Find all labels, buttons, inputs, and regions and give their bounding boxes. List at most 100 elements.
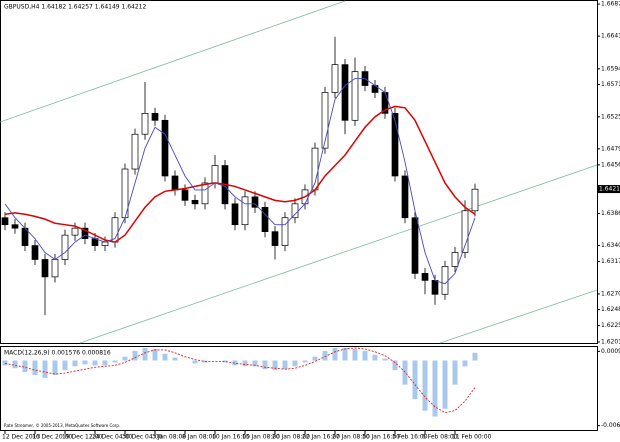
x-tick-label: 10 Jan 16:00	[212, 434, 250, 441]
candle-body	[61, 234, 69, 260]
candle-body	[11, 224, 19, 229]
candle-body	[81, 227, 89, 239]
candle-body	[41, 259, 49, 278]
candle-body	[1, 217, 9, 226]
macd-bar	[92, 360, 98, 366]
main-frame	[0, 0, 598, 344]
x-tick-label: 22 Jan 16:00	[302, 434, 340, 441]
candle-body	[431, 280, 439, 295]
macd-bar	[412, 360, 418, 400]
macd-bar	[242, 360, 248, 367]
channel-line	[0, 0, 346, 123]
macd-bar	[62, 360, 68, 371]
macd-title: MACD(12,26,9) 0.001576 0.000816	[4, 350, 111, 357]
candle-body	[321, 92, 329, 149]
y-tick-label: -0.006751	[601, 422, 620, 429]
macd-bar	[142, 347, 148, 361]
x-tick-label: 6 Feb 08:00	[422, 434, 458, 441]
macd-bar	[252, 360, 258, 367]
y-tick-label: 1.62480	[601, 306, 620, 313]
y-tick-label: 1.65250	[601, 113, 620, 120]
candle-body	[461, 210, 469, 253]
y-tick-label: 1.64790	[601, 145, 620, 152]
y-tick-label: 0.000949	[601, 348, 620, 355]
macd-bar	[372, 354, 378, 361]
macd-bar	[132, 350, 138, 361]
macd-bar	[282, 360, 288, 370]
candle-body	[261, 206, 269, 233]
macd-bar	[12, 360, 18, 369]
channel-line	[439, 289, 598, 344]
x-tick-label: 20 Jan 08:00	[272, 434, 310, 441]
candle-body	[351, 71, 359, 121]
macd-bar	[342, 347, 348, 361]
x-tick-label: 30 Jan 16:00	[362, 434, 400, 441]
y-tick-label: 1.65940	[601, 65, 620, 72]
candle-body	[251, 196, 259, 208]
candle-body	[391, 112, 399, 177]
candle-body	[181, 189, 189, 201]
x-tick-label: 12 Dec 2013	[2, 434, 41, 441]
candle-body	[411, 217, 419, 274]
macd-bar	[112, 360, 118, 363]
macd-bar	[322, 350, 328, 361]
candle-body	[281, 217, 289, 246]
macd-bar	[272, 360, 278, 371]
moving-average	[4, 78, 476, 285]
x-tick-label: 27 Jan 08:00	[332, 434, 370, 441]
macd-bar	[422, 360, 428, 411]
chart-title: GBPUSD,H4 1.64182 1.64257 1.64149 1.6421…	[4, 4, 146, 11]
macd-bar	[222, 360, 228, 363]
macd-bar	[192, 360, 198, 364]
candle-body	[291, 203, 299, 219]
macd-bar	[82, 360, 88, 365]
moving-average	[4, 105, 476, 243]
macd-bar	[452, 360, 458, 385]
candle-body	[71, 227, 79, 236]
y-tick-label: 1.65715	[601, 81, 620, 88]
last-price-box	[597, 185, 620, 194]
candle-body	[51, 259, 59, 278]
y-tick-label: 1.66410	[601, 33, 620, 40]
macd-bar	[332, 347, 338, 361]
macd-bar	[42, 360, 48, 378]
candle-body	[101, 241, 109, 246]
candle-body	[191, 199, 199, 205]
channel-line	[79, 164, 598, 344]
macd-frame	[0, 346, 598, 431]
candle-body	[341, 64, 349, 121]
macd-bar	[262, 360, 268, 370]
macd-bar	[352, 348, 358, 361]
candle-body	[201, 182, 209, 205]
macd-bar	[232, 360, 238, 366]
macd-bar	[382, 358, 388, 361]
candle-body	[171, 175, 179, 191]
macd-bar	[392, 360, 398, 371]
x-tick-label: 11 Feb 00:00	[452, 434, 492, 441]
candle-body	[241, 196, 249, 226]
y-tick-label: 1.63170	[601, 258, 620, 265]
macd-bar	[52, 360, 58, 375]
y-tick-label: 1.63400	[601, 242, 620, 249]
x-tick-label: 24 Dec 04:00	[92, 434, 133, 441]
macd-bar	[362, 350, 368, 361]
macd-bar	[72, 360, 78, 367]
candle-body	[131, 133, 139, 170]
candle-body	[151, 112, 159, 121]
candle-body	[441, 266, 449, 295]
macd-bar	[302, 360, 308, 363]
x-tick-label: 3 Feb 16:00	[392, 434, 428, 441]
candle-body	[451, 252, 459, 267]
macd-bar	[402, 360, 408, 385]
macd-bar	[2, 360, 8, 366]
last-price-label: 1.64212	[599, 186, 620, 193]
macd-bar	[442, 360, 448, 409]
candle-body	[401, 175, 409, 219]
x-tick-label: 30 Dec 04:00	[122, 434, 163, 441]
y-tick-label: 1.66870	[601, 1, 620, 8]
macd-bar	[32, 360, 38, 375]
y-tick-label: 1.62015	[601, 338, 620, 345]
signal-line	[4, 347, 476, 414]
x-tick-label: 19 Dec 12:00	[62, 434, 103, 441]
macd-bar	[472, 352, 478, 361]
